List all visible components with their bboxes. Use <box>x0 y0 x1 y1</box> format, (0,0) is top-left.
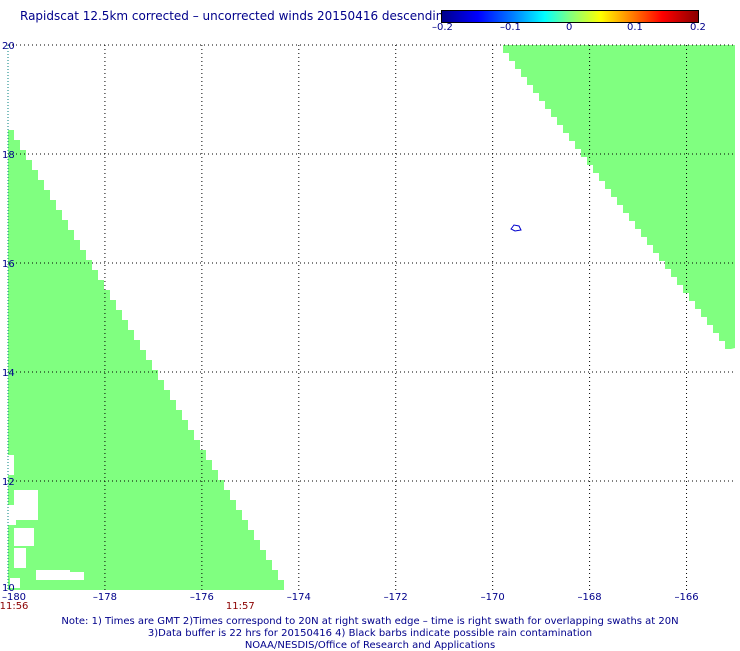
swath-gap <box>14 548 26 568</box>
footnote-line3: NOAA/NESDIS/Office of Research and Appli… <box>244 640 496 651</box>
footnote-line2: 3)Data buffer is 22 hrs for 20150416 4) … <box>147 628 593 639</box>
y-tick-label: 12 <box>2 477 15 488</box>
x-tick-label-edge: –180 <box>2 592 26 603</box>
grid-layer <box>7 44 735 590</box>
y-tick-label: 20 <box>2 41 15 52</box>
x-tick-label: –176 <box>190 592 214 603</box>
island-outline <box>510 224 522 232</box>
swath-left <box>8 130 302 590</box>
colorbar-label-pos: 0.1 <box>627 22 643 33</box>
swath-gap <box>36 570 70 580</box>
x-tick-label: –170 <box>481 592 505 603</box>
swath-right <box>503 45 735 349</box>
swath-gap <box>8 455 14 475</box>
y-tick-label: 14 <box>2 368 15 379</box>
x-tick-label: –166 <box>674 592 698 603</box>
swath-gap <box>8 505 16 525</box>
y-tick-label-edge: 10 <box>2 583 15 594</box>
colorbar-label-max: 0.2 <box>690 22 706 33</box>
y-tick-label: 16 <box>2 259 15 270</box>
colorbar <box>441 10 699 23</box>
axis-labels: –178 –176 –174 –172 –170 –168 –166 –180 12 14 16 18… <box>0 41 699 612</box>
swath-gap <box>70 572 84 580</box>
time-label: 11:57 <box>226 601 255 612</box>
swath-gap <box>14 490 38 520</box>
colorbar-label-min: –0.2 <box>432 22 453 33</box>
x-tick-label: –178 <box>93 592 117 603</box>
footnote-line1: Note: 1) Times are GMT 2)Times correspon… <box>61 616 679 627</box>
colorbar-label-zero: 0 <box>566 22 573 33</box>
swath-layer <box>8 45 735 590</box>
swath-gap <box>14 528 34 546</box>
y-tick-label: 18 <box>2 150 15 161</box>
time-label: 11:56 <box>0 601 28 612</box>
x-tick-label: –174 <box>287 592 311 603</box>
x-tick-label: –172 <box>384 592 408 603</box>
swath-gap <box>10 578 20 588</box>
colorbar-label-neg: –0.1 <box>500 22 521 33</box>
x-tick-label: –168 <box>578 592 602 603</box>
map-title: Rapidscat 12.5km corrected – uncorrected… <box>20 9 451 23</box>
